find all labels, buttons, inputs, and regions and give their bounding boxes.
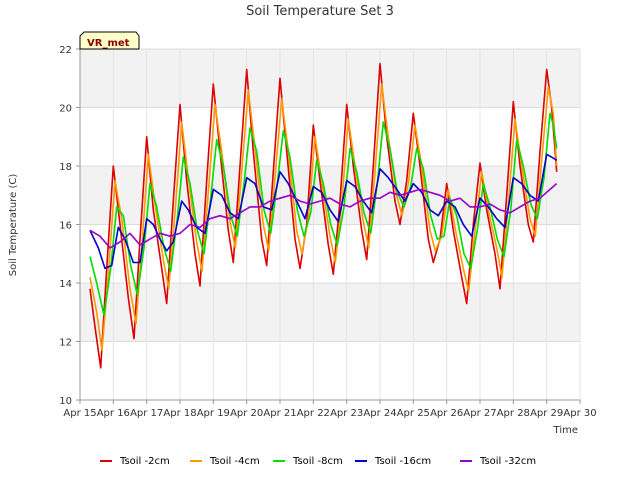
x-tick-label: Apr 28 (497, 408, 530, 419)
x-tick-label: Apr 21 (263, 408, 296, 419)
series-line-tsoil32cm (89, 182, 558, 249)
plot-band (80, 49, 580, 108)
x-tick-label: Apr 30 (563, 408, 596, 419)
series-line-tsoil2cm (89, 62, 558, 369)
x-tick-label: Apr 19 (197, 408, 230, 419)
plot-band (80, 283, 580, 342)
x-tick-label: Apr 15 (63, 408, 96, 419)
x-axis-label: Time (553, 425, 578, 436)
station-tag-text: VR_met (87, 38, 130, 49)
series-lines (89, 62, 558, 369)
x-tick-label: Apr 23 (330, 408, 363, 419)
x-tick-label: Apr 24 (363, 408, 396, 419)
legend-label: Tsoil -2cm (119, 456, 170, 467)
y-axis-label: Soil Temperature (C) (8, 174, 19, 277)
legend: Tsoil -2cm Tsoil -4cm Tsoil -8cm Tsoil -16c… (100, 456, 536, 467)
y-tick-label: 22 (59, 45, 72, 56)
y-tick-label: 12 (59, 338, 72, 349)
legend-label: Tsoil -32cm (479, 456, 536, 467)
x-tick-label: Apr 17 (130, 408, 163, 419)
legend-label: Tsoil -16cm (374, 456, 431, 467)
x-axis-ticks: Apr 15 Apr 16 Apr 17 Apr 18 Apr 19 Apr 20 Apr … (63, 400, 597, 419)
station-tag-box (79, 31, 140, 50)
y-axis-ticks: 10 12 14 16 18 20 22 (59, 45, 80, 407)
x-tick-label: Apr 18 (163, 408, 196, 419)
x-tick-label: Apr 27 (463, 408, 496, 419)
station-tag: VR_met (79, 31, 140, 50)
y-tick-label: 14 (59, 279, 72, 290)
legend-label: Tsoil -4cm (209, 456, 260, 467)
x-tick-label: Apr 16 (97, 408, 130, 419)
legend-label: Tsoil -8cm (292, 456, 343, 467)
x-tick-label: Apr 20 (230, 408, 263, 419)
x-tick-label: Apr 25 (397, 408, 430, 419)
y-tick-label: 16 (59, 221, 72, 232)
series-line-tsoil16cm (89, 153, 558, 270)
y-tick-label: 20 (59, 104, 72, 115)
y-tick-label: 18 (59, 162, 72, 173)
x-tick-label: Apr 22 (297, 408, 330, 419)
x-tick-label: Apr 26 (430, 408, 463, 419)
series-line-tsoil4cm (89, 83, 558, 352)
y-tick-label: 10 (59, 396, 72, 407)
plot-band (80, 166, 580, 225)
x-tick-label: Apr 29 (530, 408, 563, 419)
chart-title: Soil Temperature Set 3 (246, 4, 394, 19)
